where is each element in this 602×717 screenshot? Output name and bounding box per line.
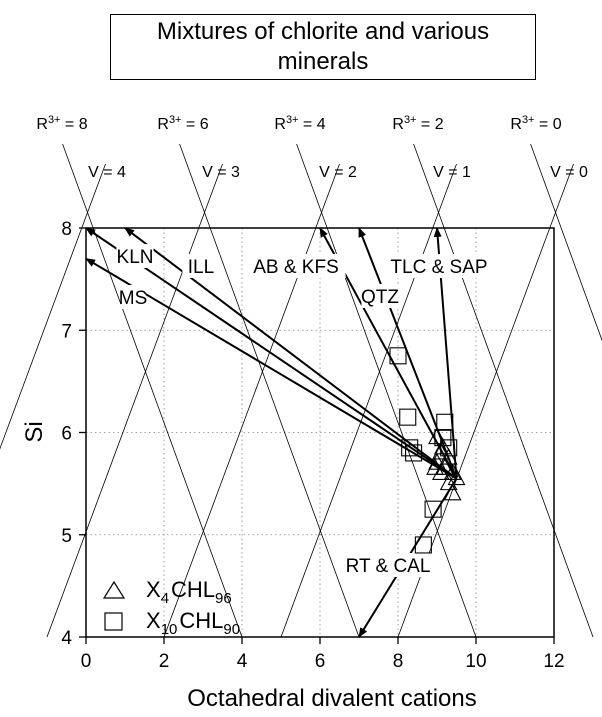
triangle-point <box>443 483 462 501</box>
x-tick-label: 10 <box>465 651 486 672</box>
mineral-label-bg <box>383 254 495 278</box>
v-label: V = 0 <box>550 164 588 181</box>
triangle-point <box>439 473 458 491</box>
r3-label: R3+ = 0 <box>510 114 561 133</box>
v-line <box>46 163 223 638</box>
r3-label: R3+ = 8 <box>36 114 87 133</box>
mineral-label-bg <box>182 254 220 278</box>
triangle-point <box>447 468 466 486</box>
y-tick-label: 5 <box>61 526 72 547</box>
mineral-vector-arrow <box>124 227 458 480</box>
triangle-point <box>433 437 452 455</box>
y-tick-label: 7 <box>61 321 72 342</box>
x-tick-label: 12 <box>543 651 564 672</box>
mineral-vector-arrow <box>85 257 458 480</box>
r3-line <box>296 143 477 638</box>
triangle-point <box>431 463 450 480</box>
v-line <box>163 163 340 638</box>
x-tick-label: 2 <box>159 651 170 672</box>
chart-title: Mixtures of chlorite and various mineral… <box>156 18 490 75</box>
triangle-point <box>426 458 444 475</box>
v-line <box>0 163 106 450</box>
chart-title-box: Mixtures of chlorite and various mineral… <box>110 14 536 80</box>
v-line <box>280 163 457 638</box>
mineral-vector-label: KLN <box>117 247 154 268</box>
triangle-point <box>443 463 462 480</box>
v-label: V = 4 <box>88 164 126 181</box>
square-point <box>436 413 454 431</box>
triangle-point <box>435 458 454 475</box>
mineral-vector-label: TLC & SAP <box>390 257 487 278</box>
grid <box>86 228 554 637</box>
legend-triangle-marker <box>102 580 126 599</box>
legend-square-label: X10CHL90 <box>146 608 240 638</box>
data-points <box>389 347 466 554</box>
square-point <box>414 536 432 554</box>
mineral-vector-label: ILL <box>188 257 214 278</box>
legend: X4CHL96 X10CHL90 <box>102 577 240 638</box>
mineral-label-bg <box>120 285 146 309</box>
x-tick-label: 4 <box>237 651 248 672</box>
r3-label: R3+ = 4 <box>274 114 325 133</box>
r3-line <box>413 143 594 638</box>
axis-ticks: 0 2 4 6 8 10 12 4 5 6 7 8 <box>61 219 564 672</box>
mineral-vector-arrow <box>85 227 458 480</box>
square-point <box>399 408 417 426</box>
r3-line <box>179 143 360 638</box>
reference-lines: R3+ = 8 R3+ = 6 R3+ = 4 R3+ = 2 R3+ = 0 V = 4… <box>0 114 602 638</box>
x-tick-label: 6 <box>315 651 326 672</box>
x-tick-label: 0 <box>81 651 92 672</box>
triangle-point <box>428 427 446 445</box>
x-axis-label: Octahedral divalent cations <box>187 685 477 712</box>
mineral-label-bg <box>361 284 399 308</box>
r3-label: R3+ = 2 <box>392 114 443 133</box>
y-tick-label: 6 <box>61 424 72 445</box>
v-label: V = 3 <box>202 164 240 181</box>
square-point <box>405 444 423 462</box>
x-tick-label: 8 <box>393 651 404 672</box>
mineral-vector-arrow <box>358 227 458 479</box>
triangle-point <box>428 453 446 470</box>
square-point <box>389 347 407 365</box>
v-label: V = 1 <box>433 164 471 181</box>
mineral-vector-label: AB & KFS <box>253 257 339 278</box>
triangle-point <box>431 442 450 460</box>
mineral-vector-label: MS <box>119 288 148 309</box>
y-tick-label: 4 <box>61 628 72 649</box>
legend-triangle-label: X4CHL96 <box>146 577 232 607</box>
y-axis-label: Si <box>21 421 48 442</box>
legend-square-marker <box>104 612 123 631</box>
square-point <box>401 439 419 457</box>
mineral-label-bg <box>338 553 438 577</box>
r3-line <box>530 143 602 342</box>
square-point <box>440 439 458 457</box>
mineral-vectors: KLN MS ILL AB & KFS QTZ TLC & SAP RT & CAL <box>85 227 495 638</box>
r3-line <box>62 143 243 638</box>
r3-label: R3+ = 6 <box>157 114 208 133</box>
square-point <box>434 429 452 447</box>
y-tick-label: 8 <box>61 219 72 240</box>
triangle-point <box>439 447 458 465</box>
v-label: V = 2 <box>319 164 357 181</box>
mineral-vector-label: RT & CAL <box>346 556 431 577</box>
mineral-vector-label: QTZ <box>361 287 399 308</box>
mineral-label-bg <box>116 244 154 268</box>
square-point <box>424 500 442 518</box>
mineral-label-bg <box>246 254 346 278</box>
